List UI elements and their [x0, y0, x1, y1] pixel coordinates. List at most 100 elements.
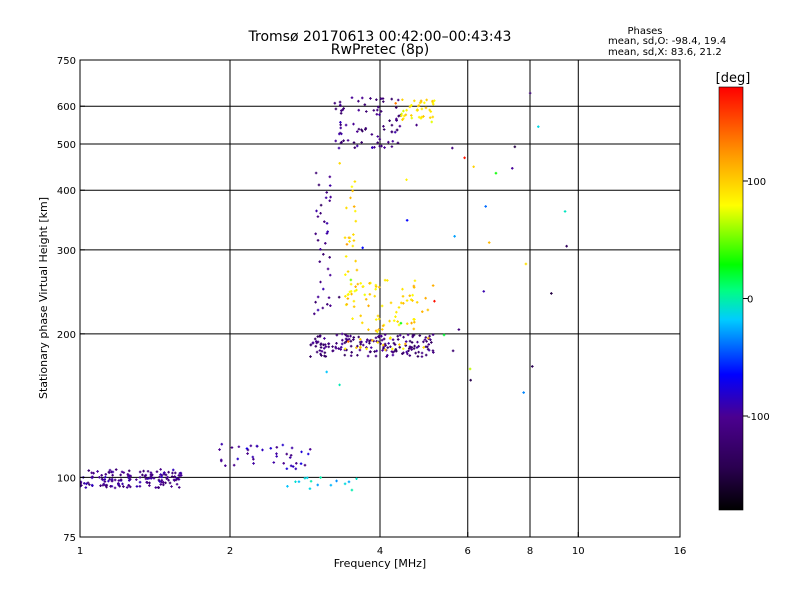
data-point	[326, 230, 329, 234]
data-point	[401, 118, 404, 122]
data-point	[171, 468, 175, 472]
data-point	[350, 350, 353, 354]
data-point	[91, 475, 94, 479]
data-point	[429, 110, 433, 113]
data-point	[150, 473, 153, 477]
data-point	[367, 328, 370, 331]
data-point	[420, 351, 424, 355]
data-point	[303, 476, 307, 480]
colorbar-tick-label: 100	[747, 177, 766, 188]
data-point	[316, 215, 320, 218]
data-point	[335, 333, 339, 337]
data-point	[391, 347, 394, 351]
data-point	[344, 337, 348, 341]
data-point	[125, 486, 129, 489]
data-point	[323, 337, 326, 340]
data-point	[289, 464, 293, 468]
data-point	[328, 184, 332, 187]
data-point	[391, 353, 395, 357]
data-point	[314, 232, 317, 236]
data-point	[339, 121, 342, 124]
data-point	[324, 196, 328, 200]
data-point	[325, 370, 328, 374]
data-point	[420, 107, 424, 111]
data-point	[313, 312, 316, 316]
data-point	[383, 146, 386, 149]
data-point	[345, 242, 349, 246]
data-point	[361, 285, 365, 288]
data-point	[422, 346, 426, 349]
data-point	[510, 166, 514, 170]
data-point	[388, 337, 392, 340]
data-point	[417, 104, 421, 107]
data-point	[378, 113, 381, 116]
data-point	[371, 338, 374, 342]
data-point	[397, 114, 400, 118]
data-point	[313, 337, 317, 341]
data-point	[366, 354, 370, 358]
data-point	[431, 115, 435, 119]
data-point	[344, 123, 348, 127]
data-point	[374, 287, 377, 291]
data-point	[398, 333, 402, 337]
data-point	[415, 300, 419, 304]
data-point	[398, 343, 401, 346]
data-point	[406, 333, 410, 337]
data-point	[272, 461, 276, 464]
data-point	[167, 478, 170, 482]
data-point	[173, 475, 177, 478]
data-point	[472, 165, 475, 169]
data-point	[381, 324, 385, 328]
data-point	[433, 299, 436, 303]
data-point	[316, 239, 320, 242]
data-point	[420, 115, 424, 119]
data-point	[428, 108, 431, 112]
data-point	[356, 344, 359, 348]
data-point	[164, 481, 167, 485]
data-point	[339, 123, 342, 127]
data-point	[386, 353, 389, 357]
data-point	[286, 484, 289, 488]
stats-heading: Phases	[627, 26, 662, 37]
data-point	[413, 344, 416, 348]
data-point	[168, 481, 172, 485]
data-point	[294, 480, 297, 484]
data-point	[85, 482, 88, 486]
data-point	[144, 477, 148, 481]
data-point	[340, 332, 344, 336]
data-point	[405, 322, 409, 326]
data-point	[376, 141, 379, 144]
y-tick-label: 400	[57, 186, 76, 197]
data-point	[424, 336, 428, 339]
data-point	[349, 339, 353, 343]
y-tick-label: 300	[57, 246, 76, 257]
chart-title: Tromsø 20170613 00:42:00–00:43:43	[248, 29, 512, 45]
data-point	[319, 211, 322, 215]
data-point	[376, 330, 379, 334]
data-point	[412, 333, 416, 337]
data-point	[430, 120, 434, 124]
data-point	[376, 108, 379, 112]
data-point	[431, 333, 435, 337]
data-point	[99, 484, 102, 488]
data-point	[146, 469, 150, 473]
data-point	[414, 351, 417, 355]
data-point	[428, 334, 431, 338]
data-point	[397, 306, 401, 309]
data-point	[339, 126, 343, 130]
data-point	[406, 352, 409, 356]
data-point	[417, 350, 420, 354]
data-point	[374, 318, 378, 321]
data-point	[329, 304, 332, 307]
data-point	[408, 339, 412, 343]
data-point	[412, 284, 416, 288]
data-point	[341, 108, 345, 112]
data-point	[339, 111, 343, 115]
data-point	[103, 480, 107, 483]
data-point	[393, 343, 397, 346]
data-point	[355, 288, 358, 292]
data-point	[412, 347, 416, 350]
data-point	[367, 304, 370, 308]
data-point	[230, 446, 234, 449]
